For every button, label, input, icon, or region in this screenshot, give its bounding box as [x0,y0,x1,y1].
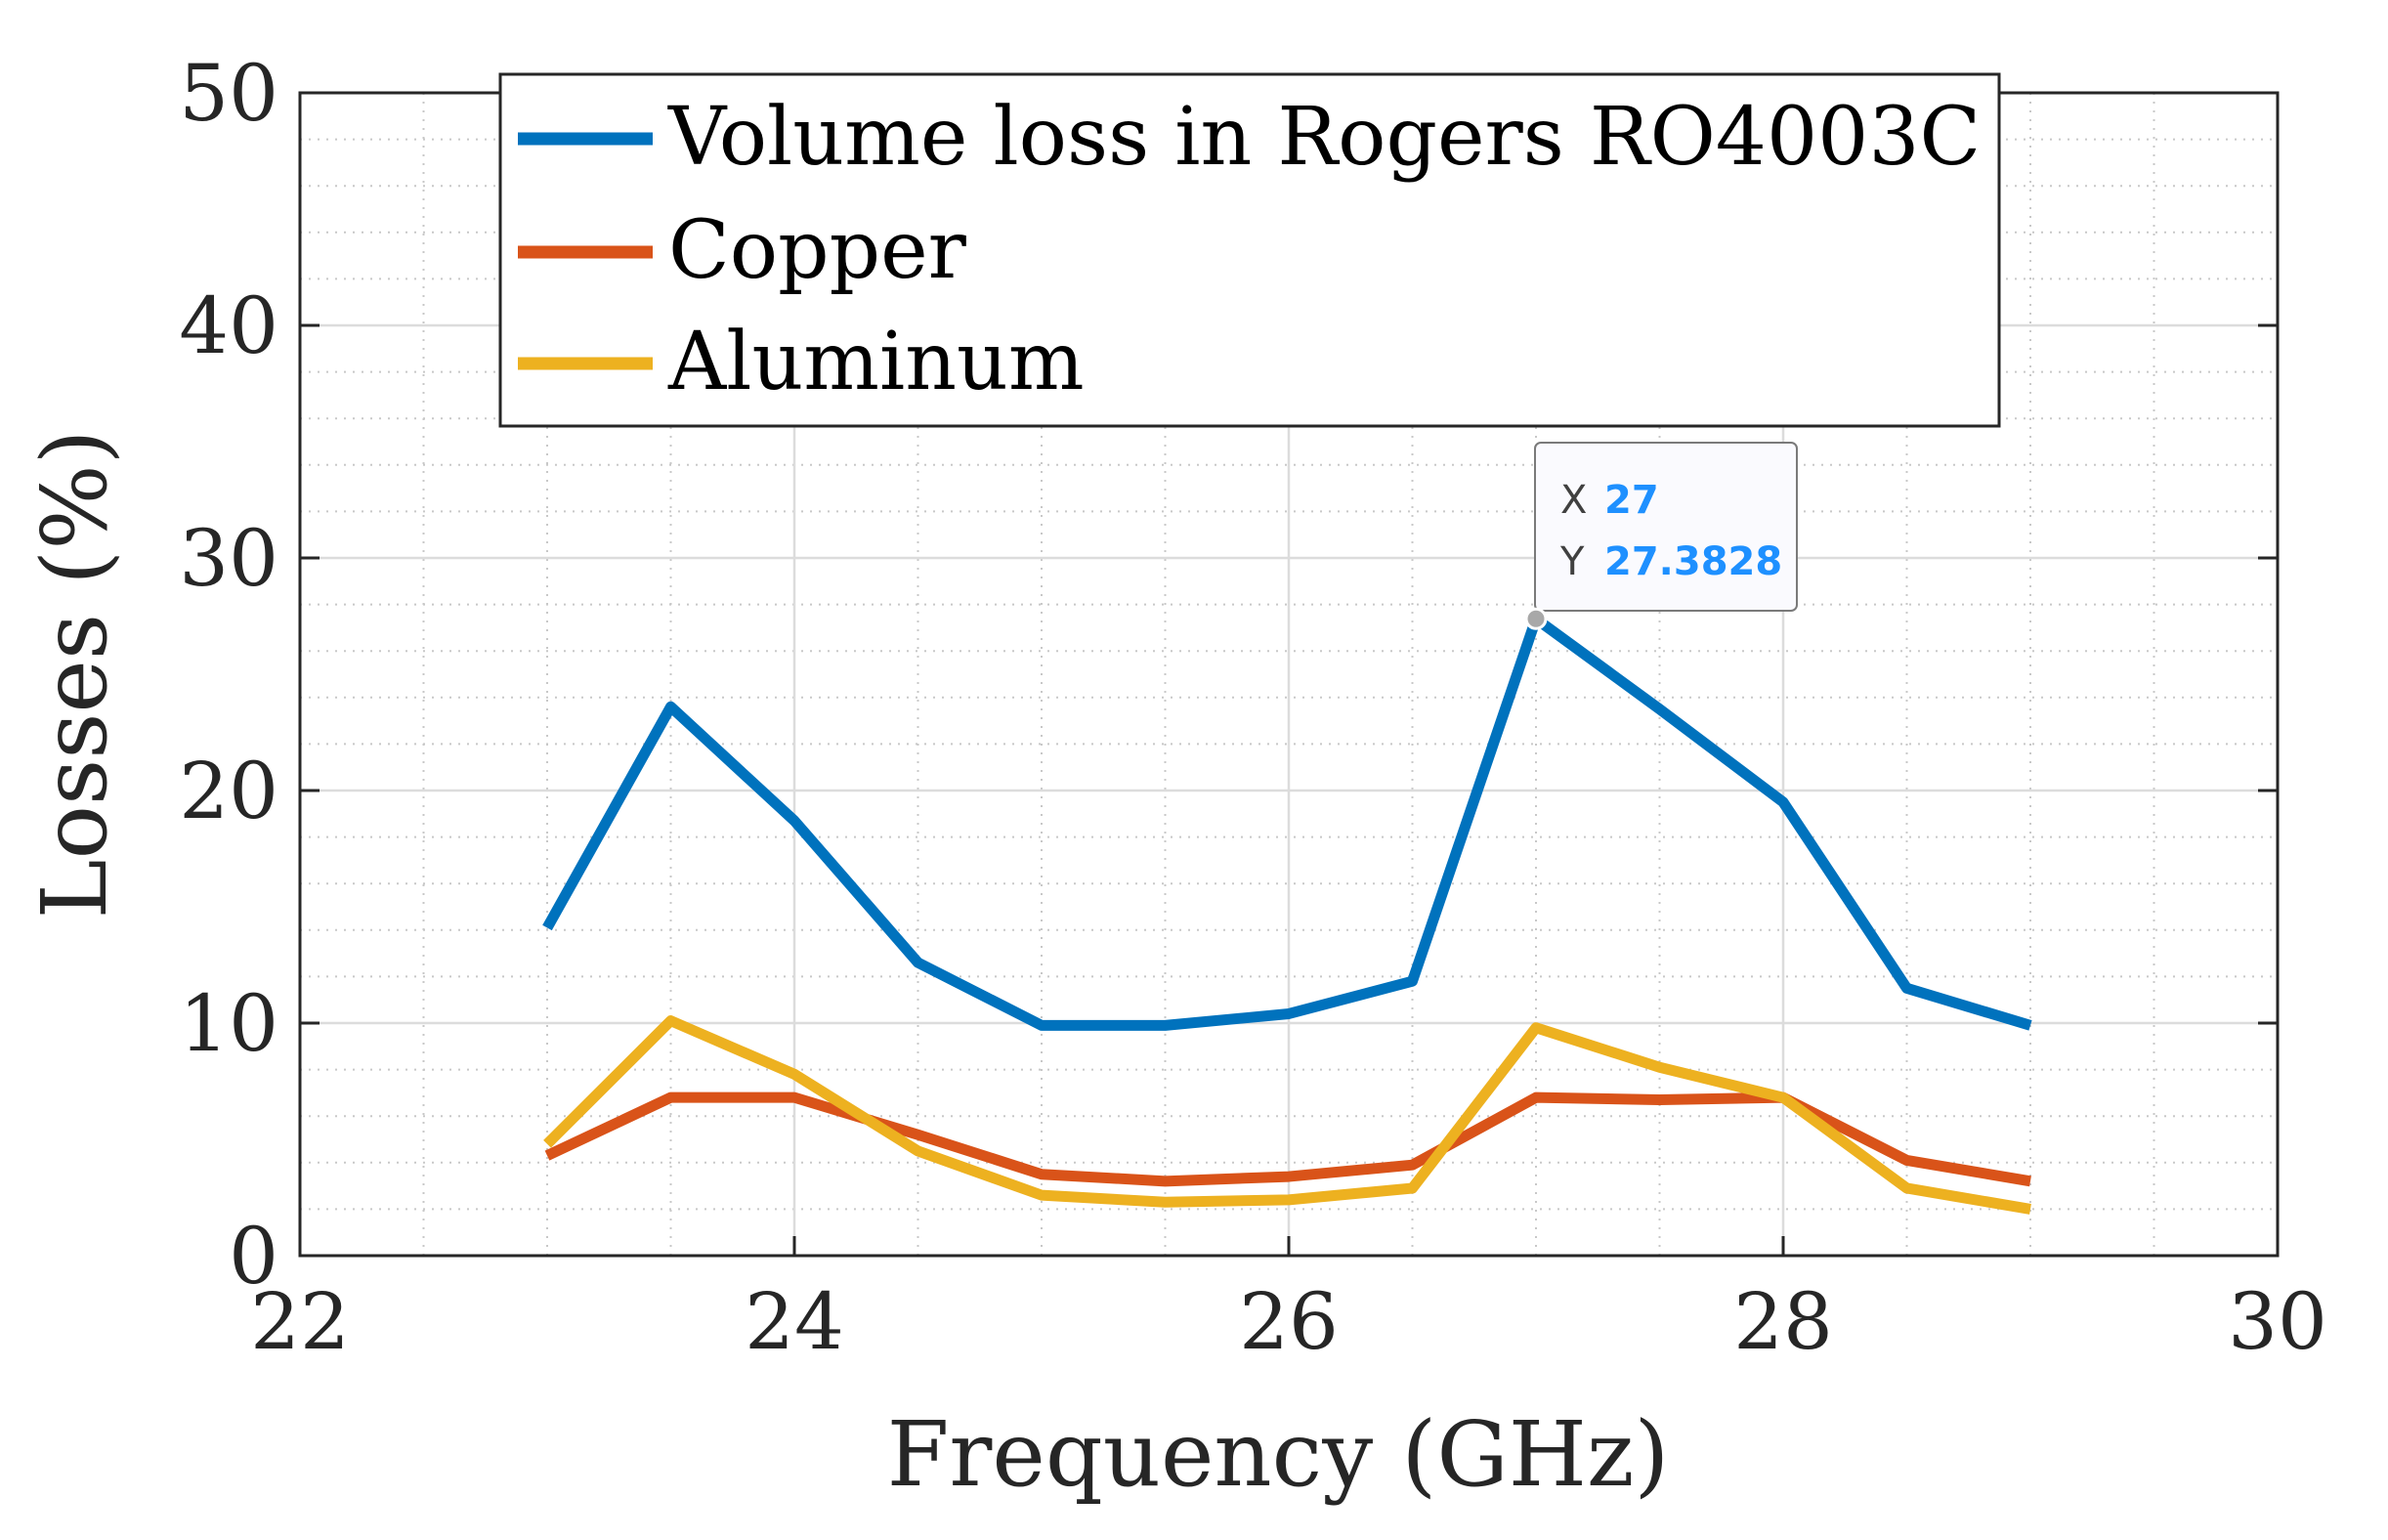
tick-labels: 22 24 26 28 30 0 10 20 30 40 50 [179,48,2327,1367]
y-tick-label: 40 [179,280,278,371]
y-tick-label: 30 [179,513,278,604]
x-tick-label: 30 [2228,1276,2327,1367]
series-lines [542,613,2032,1215]
legend-label-aluminum: Aluminum [667,316,1085,408]
y-tick-label: 10 [179,978,278,1069]
datatip-x-value: 27 [1604,478,1659,523]
datatip-marker[interactable] [1524,607,1548,630]
series-line-volume-loss [542,613,2032,1031]
series-line-aluminum [543,1015,2031,1215]
datatip-box [1534,442,1798,612]
legend-box [498,72,2001,428]
datatip-y-label: Y [1559,539,1585,584]
datatip[interactable]: X 27 Y 27.3828 [1524,442,1798,630]
y-axis-title: Losses (%) [22,429,127,919]
legend[interactable]: Volume loss in Rogers RO4003C Copper Alu… [498,72,2001,428]
y-tick-label: 50 [179,48,278,139]
y-tick-label: 20 [179,746,278,836]
x-tick-label: 22 [250,1276,350,1367]
legend-label-copper: Copper [668,204,967,297]
datatip-y-value: 27.3828 [1604,539,1782,584]
x-tick-label: 26 [1239,1276,1339,1367]
x-axis-title: Frequency (GHz) [887,1402,1670,1507]
legend-label-volume-loss: Volume loss in Rogers RO4003C [667,91,1981,184]
y-tick-label: 0 [229,1211,278,1302]
x-tick-label: 28 [1733,1276,1833,1367]
x-tick-label: 24 [745,1276,844,1367]
datatip-x-label: X [1560,478,1587,523]
